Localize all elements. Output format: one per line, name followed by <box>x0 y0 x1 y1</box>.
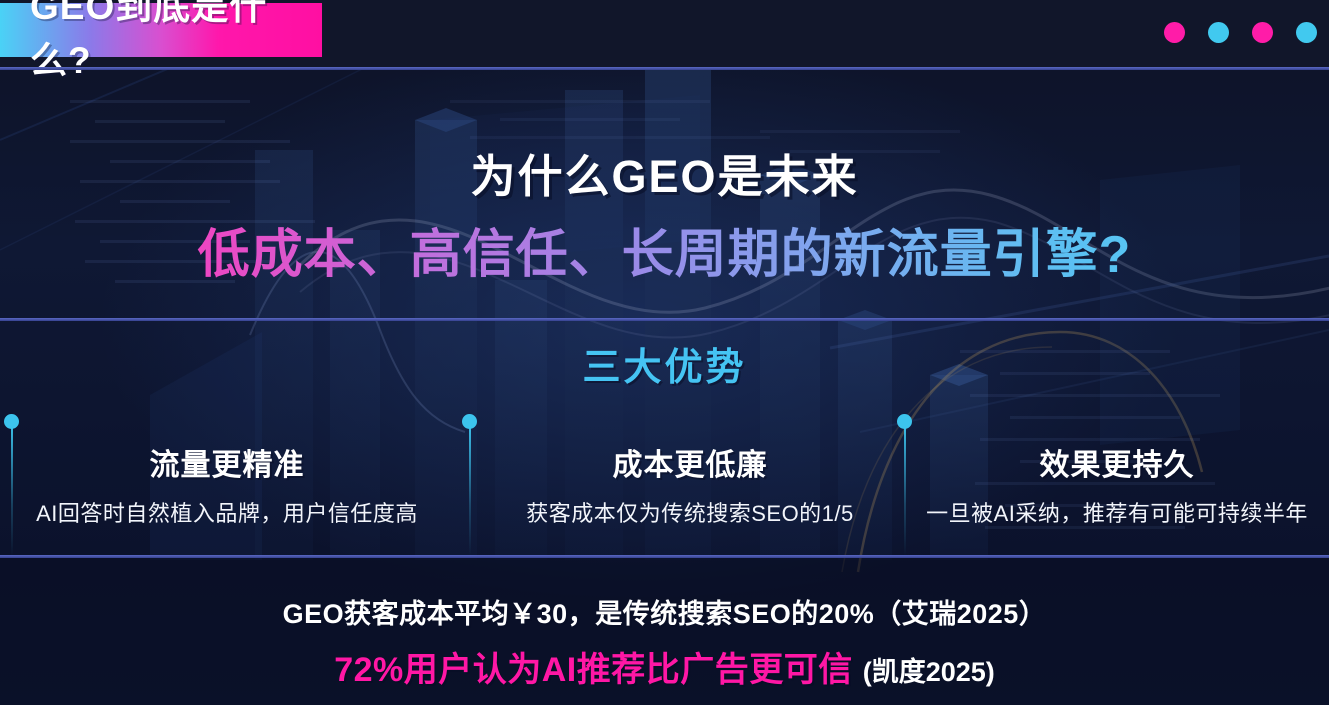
advantage-card-traffic: 流量更精准 AI回答时自然植入品牌，用户信任度高 <box>12 440 442 528</box>
advantage-desc: AI回答时自然植入品牌，用户信任度高 <box>36 501 418 526</box>
advantages-heading: 三大优势 <box>582 347 747 389</box>
timeline-line <box>11 428 13 556</box>
advantage-card-cost: 成本更低廉 获客成本仅为传统搜索SEO的1/5 <box>470 440 910 528</box>
divider-top <box>0 67 1329 70</box>
advantage-desc: 获客成本仅为传统搜索SEO的1/5 <box>526 501 854 526</box>
divider-middle <box>0 318 1329 321</box>
timeline-line <box>469 428 471 556</box>
timeline-dot-icon <box>897 414 912 429</box>
decor-dot-icon <box>1164 22 1185 43</box>
badge-label: GEO到底是什么? <box>30 0 268 81</box>
stat-source: (凯度2025) <box>862 657 995 687</box>
stats-section-background <box>0 558 1329 705</box>
divider-bottom <box>0 555 1329 558</box>
timeline-dot-icon <box>462 414 477 429</box>
advantage-title: 效果更持久 <box>1039 449 1195 482</box>
advantage-title: 流量更精准 <box>149 449 305 482</box>
bar-chart-texture <box>255 42 988 560</box>
decor-dot-icon <box>1208 22 1229 43</box>
timeline-dot-icon <box>4 414 19 429</box>
advantage-card-durability: 效果更持久 一旦被AI采纳，推荐有可能可持续半年 <box>905 440 1329 528</box>
section-badge: GEO到底是什么? <box>0 0 322 81</box>
stat-line-trust: 72%用户认为AI推荐比广告更可信 (凯度2025) <box>0 642 1329 691</box>
stat-highlight: 72%用户认为AI推荐比广告更可信 <box>334 651 853 689</box>
advantage-desc: 一旦被AI采纳，推荐有可能可持续半年 <box>926 501 1308 526</box>
hero-title: 为什么GEO是未来 <box>470 151 859 202</box>
advantage-title: 成本更低廉 <box>612 449 768 482</box>
decor-dot-icon <box>1296 22 1317 43</box>
stat-line-cost: GEO获客成本平均￥30，是传统搜索SEO的20%（艾瑞2025） <box>282 599 1047 629</box>
timeline-line <box>904 428 906 556</box>
decorative-dots <box>1164 22 1317 43</box>
decor-dot-icon <box>1252 22 1273 43</box>
hero-subtitle: 低成本、高信任、长周期的新流量引擎? <box>0 212 1329 287</box>
